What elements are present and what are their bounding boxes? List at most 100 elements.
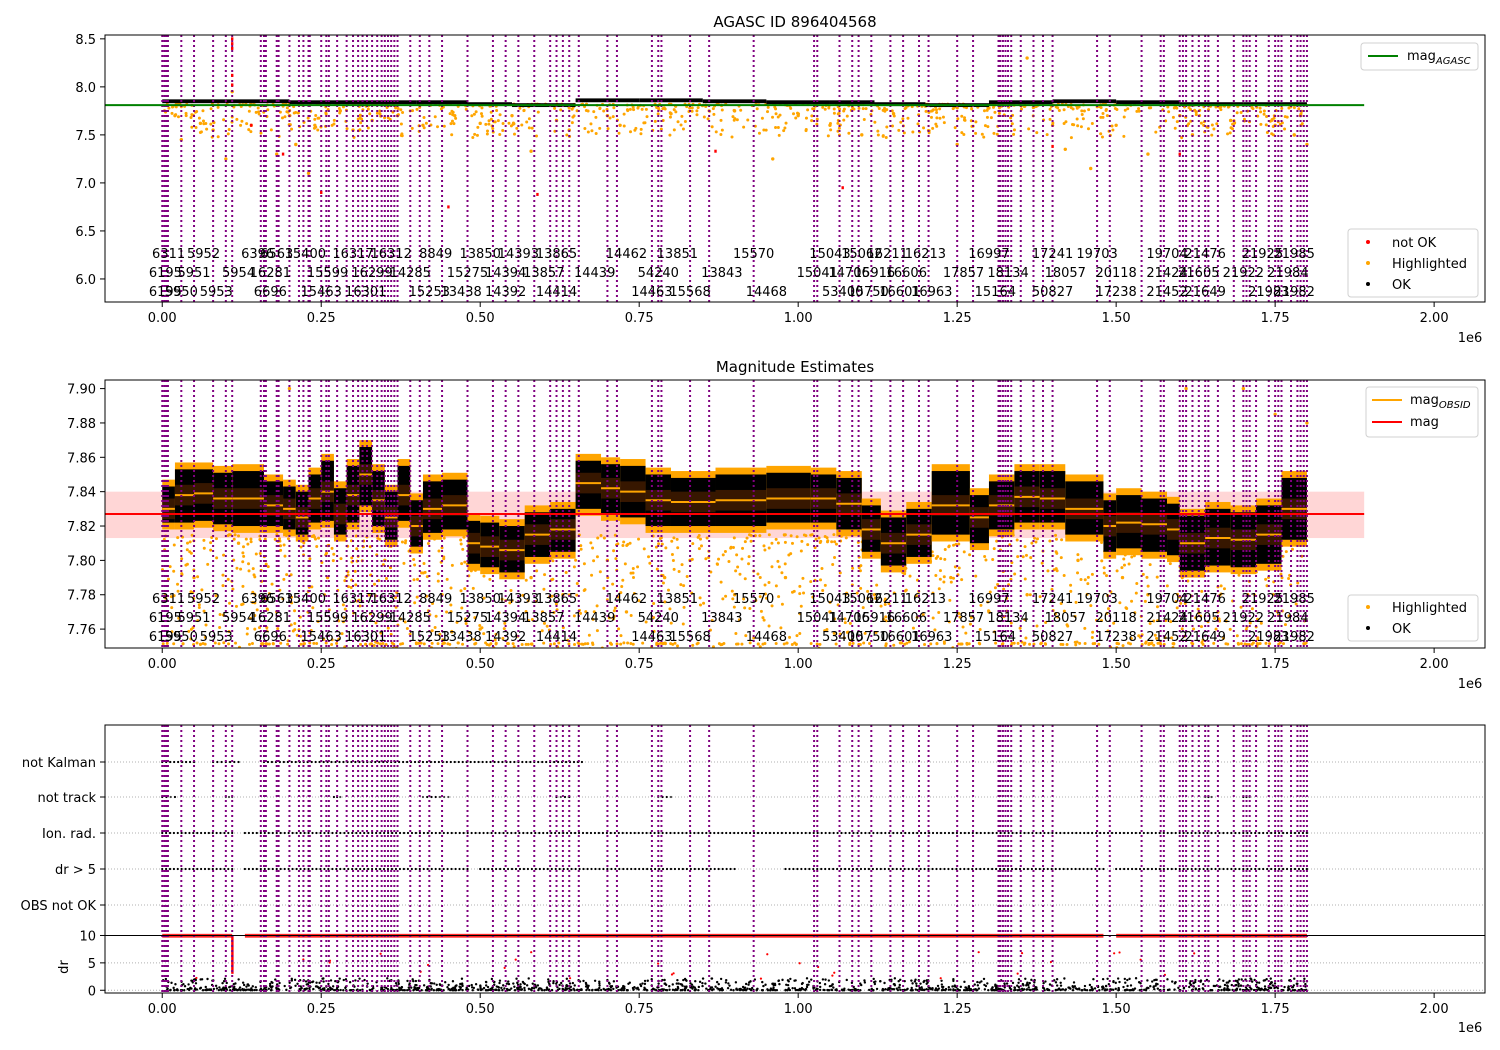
dr-ok-point	[1016, 984, 1019, 987]
obsid-ok-block	[422, 481, 443, 533]
obsid-label: 50827	[1032, 630, 1073, 645]
highlighted-point	[436, 572, 440, 576]
highlighted-point	[1033, 536, 1037, 540]
highlighted-point	[1079, 557, 1083, 561]
dr-ok-point	[1009, 988, 1013, 991]
flag-point	[1242, 867, 1245, 871]
highlighted-point	[1122, 115, 1126, 119]
flag-point	[1254, 831, 1257, 835]
highlighted-point	[821, 105, 825, 109]
flag-point	[963, 867, 966, 871]
highlighted-point	[317, 116, 321, 120]
flag-point	[405, 760, 409, 764]
dr-ok-point	[547, 978, 550, 981]
highlighted-point	[1115, 107, 1119, 111]
highlighted-point	[724, 594, 728, 598]
highlighted-point	[712, 112, 716, 116]
highlighted-point	[823, 629, 827, 633]
highlighted-point	[957, 642, 961, 646]
highlighted-point	[695, 109, 699, 113]
dr-ok-point	[947, 988, 951, 991]
flag-row-dr-5	[161, 867, 1309, 871]
highlighted-point	[1022, 642, 1026, 646]
dr-ok-point	[1250, 980, 1254, 983]
highlighted-point	[293, 609, 297, 613]
highlighted-point	[1099, 132, 1103, 136]
highlighted-point	[424, 121, 428, 125]
dr-ok-point	[354, 979, 357, 982]
dr-ok-point	[1188, 985, 1191, 989]
highlighted-point	[379, 631, 383, 635]
highlighted-point	[907, 640, 911, 644]
highlighted-point	[430, 629, 434, 633]
highlighted-point	[581, 642, 585, 646]
obsid-label: 15570	[733, 592, 774, 607]
highlighted-point	[931, 126, 935, 130]
dr-ok-point	[338, 977, 341, 980]
highlighted-point	[820, 567, 824, 571]
highlighted-point	[930, 109, 934, 113]
highlighted-point	[1018, 626, 1022, 630]
flag-point	[832, 867, 835, 871]
dr-ok-point	[333, 988, 336, 992]
obsid-label: 21984	[1267, 266, 1308, 281]
flag-point	[537, 760, 540, 764]
flag-point	[638, 867, 641, 871]
highlighted-point	[832, 631, 836, 635]
obsid-label: 15916	[854, 611, 895, 626]
highlighted-point	[958, 615, 962, 619]
highlighted-point	[315, 544, 319, 548]
flag-point	[1142, 831, 1145, 835]
highlighted-point	[811, 107, 815, 111]
highlighted-point	[952, 543, 956, 547]
flag-point	[943, 867, 946, 871]
flag-point	[287, 867, 290, 871]
highlighted-point	[617, 627, 621, 631]
highlighted-point	[955, 106, 959, 110]
highlighted-point	[287, 386, 292, 391]
highlighted-point	[815, 117, 819, 121]
dr-ok-point	[685, 979, 688, 982]
highlighted-point	[542, 641, 546, 645]
highlighted-point	[1105, 611, 1109, 615]
highlighted-point	[1130, 555, 1134, 559]
flag-point	[1146, 831, 1149, 835]
highlighted-point	[501, 128, 505, 132]
dr-ok-point	[893, 984, 897, 987]
highlighted-point	[848, 621, 852, 625]
flag-point	[880, 831, 883, 835]
flag-point	[414, 867, 417, 871]
flag-point	[574, 867, 577, 871]
highlighted-point	[476, 125, 480, 129]
dr-ok-point	[841, 989, 844, 992]
y-tick-label: 7.90	[67, 383, 96, 398]
highlighted-point	[299, 642, 303, 646]
dr-ok-point	[430, 982, 434, 985]
highlighted-point	[378, 112, 382, 116]
highlighted-point	[378, 109, 382, 113]
highlighted-point	[242, 554, 246, 558]
legend-ok-marker	[1366, 282, 1370, 286]
dr-ok-point	[863, 979, 866, 982]
highlighted-point	[526, 642, 530, 646]
flag-point	[211, 831, 214, 835]
flag-point	[1043, 831, 1046, 835]
highlighted-point	[1166, 105, 1170, 109]
flag-point	[741, 831, 744, 835]
dr-ok-point	[639, 983, 642, 986]
highlighted-point	[616, 542, 620, 546]
highlighted-point	[834, 642, 838, 646]
flag-point	[462, 831, 465, 835]
flag-point	[1230, 867, 1233, 871]
highlighted-point	[184, 111, 188, 115]
flag-point	[387, 831, 390, 835]
highlighted-point	[618, 123, 622, 127]
highlighted-point	[962, 118, 966, 122]
highlighted-point	[364, 642, 368, 646]
flag-point	[462, 867, 465, 871]
dr-ok-point	[543, 989, 546, 992]
highlighted-point	[1189, 107, 1193, 111]
dr-ok-point	[386, 987, 390, 991]
dr-ok-point	[403, 989, 406, 992]
flag-point	[334, 760, 337, 764]
